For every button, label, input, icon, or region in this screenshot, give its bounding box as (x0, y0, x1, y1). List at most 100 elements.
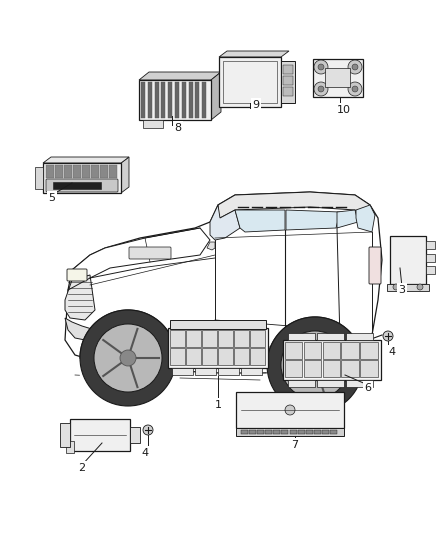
FancyBboxPatch shape (129, 247, 171, 259)
FancyBboxPatch shape (265, 430, 272, 434)
Polygon shape (139, 72, 221, 80)
Circle shape (352, 64, 358, 70)
FancyBboxPatch shape (170, 320, 266, 329)
Text: 1: 1 (215, 400, 222, 410)
FancyBboxPatch shape (130, 427, 140, 443)
FancyBboxPatch shape (35, 167, 43, 189)
FancyBboxPatch shape (306, 430, 313, 434)
FancyBboxPatch shape (325, 68, 350, 87)
Circle shape (352, 86, 358, 92)
FancyBboxPatch shape (55, 165, 63, 178)
Circle shape (143, 425, 153, 435)
Text: 8: 8 (174, 123, 182, 133)
Polygon shape (219, 51, 289, 57)
FancyBboxPatch shape (182, 82, 186, 118)
FancyBboxPatch shape (250, 348, 265, 365)
FancyBboxPatch shape (141, 82, 145, 118)
Text: 4: 4 (389, 347, 396, 357)
Text: 6: 6 (364, 383, 371, 393)
FancyBboxPatch shape (346, 380, 373, 387)
FancyBboxPatch shape (186, 348, 201, 365)
Polygon shape (211, 72, 221, 120)
Circle shape (417, 284, 423, 290)
FancyBboxPatch shape (304, 360, 321, 376)
FancyBboxPatch shape (73, 165, 81, 178)
Circle shape (94, 324, 162, 392)
FancyBboxPatch shape (323, 342, 340, 359)
FancyBboxPatch shape (283, 65, 293, 74)
Text: 7: 7 (291, 440, 299, 450)
FancyBboxPatch shape (46, 179, 118, 192)
Text: 10: 10 (337, 105, 351, 115)
Circle shape (348, 60, 362, 74)
FancyBboxPatch shape (330, 430, 337, 434)
Circle shape (307, 357, 323, 373)
FancyBboxPatch shape (234, 330, 249, 347)
Circle shape (393, 284, 399, 290)
FancyBboxPatch shape (218, 330, 233, 347)
Polygon shape (337, 210, 358, 228)
FancyBboxPatch shape (250, 330, 265, 347)
Circle shape (281, 331, 349, 399)
FancyBboxPatch shape (273, 430, 280, 434)
FancyBboxPatch shape (360, 342, 378, 359)
FancyBboxPatch shape (202, 82, 206, 118)
FancyBboxPatch shape (170, 348, 185, 365)
FancyBboxPatch shape (249, 430, 256, 434)
FancyBboxPatch shape (304, 342, 321, 359)
FancyBboxPatch shape (241, 368, 262, 375)
Polygon shape (356, 205, 375, 232)
FancyBboxPatch shape (426, 241, 435, 249)
FancyBboxPatch shape (195, 82, 199, 118)
FancyBboxPatch shape (387, 284, 429, 291)
FancyBboxPatch shape (91, 165, 99, 178)
FancyBboxPatch shape (64, 165, 72, 178)
FancyBboxPatch shape (369, 247, 381, 284)
FancyBboxPatch shape (323, 360, 340, 376)
Polygon shape (65, 275, 95, 320)
FancyBboxPatch shape (288, 333, 315, 340)
FancyBboxPatch shape (189, 82, 193, 118)
FancyBboxPatch shape (283, 76, 293, 85)
FancyBboxPatch shape (53, 182, 101, 189)
Text: 9: 9 (252, 100, 260, 110)
FancyBboxPatch shape (283, 87, 293, 96)
FancyBboxPatch shape (43, 163, 121, 193)
Polygon shape (218, 192, 375, 220)
Text: 4: 4 (141, 448, 148, 458)
Polygon shape (72, 228, 210, 285)
FancyBboxPatch shape (168, 328, 268, 368)
Circle shape (314, 60, 328, 74)
Polygon shape (65, 192, 382, 373)
FancyBboxPatch shape (257, 430, 264, 434)
Polygon shape (121, 157, 129, 193)
Circle shape (285, 405, 295, 415)
FancyBboxPatch shape (317, 380, 344, 387)
FancyBboxPatch shape (70, 419, 130, 451)
FancyBboxPatch shape (341, 342, 359, 359)
Circle shape (318, 64, 324, 70)
FancyBboxPatch shape (202, 330, 217, 347)
Text: 5: 5 (49, 193, 56, 203)
FancyBboxPatch shape (236, 428, 344, 436)
FancyBboxPatch shape (155, 82, 159, 118)
FancyBboxPatch shape (341, 360, 359, 376)
FancyBboxPatch shape (195, 368, 216, 375)
Text: 2: 2 (78, 463, 85, 473)
FancyBboxPatch shape (168, 82, 172, 118)
FancyBboxPatch shape (285, 342, 302, 359)
Text: 3: 3 (399, 285, 406, 295)
Circle shape (80, 310, 176, 406)
FancyBboxPatch shape (219, 57, 281, 107)
FancyBboxPatch shape (218, 348, 233, 365)
Circle shape (318, 86, 324, 92)
FancyBboxPatch shape (46, 165, 54, 178)
FancyBboxPatch shape (67, 269, 87, 281)
FancyBboxPatch shape (139, 80, 211, 120)
FancyBboxPatch shape (346, 333, 373, 340)
FancyBboxPatch shape (202, 348, 217, 365)
FancyBboxPatch shape (390, 236, 426, 284)
FancyBboxPatch shape (170, 330, 185, 347)
FancyBboxPatch shape (360, 360, 378, 376)
FancyBboxPatch shape (82, 165, 90, 178)
